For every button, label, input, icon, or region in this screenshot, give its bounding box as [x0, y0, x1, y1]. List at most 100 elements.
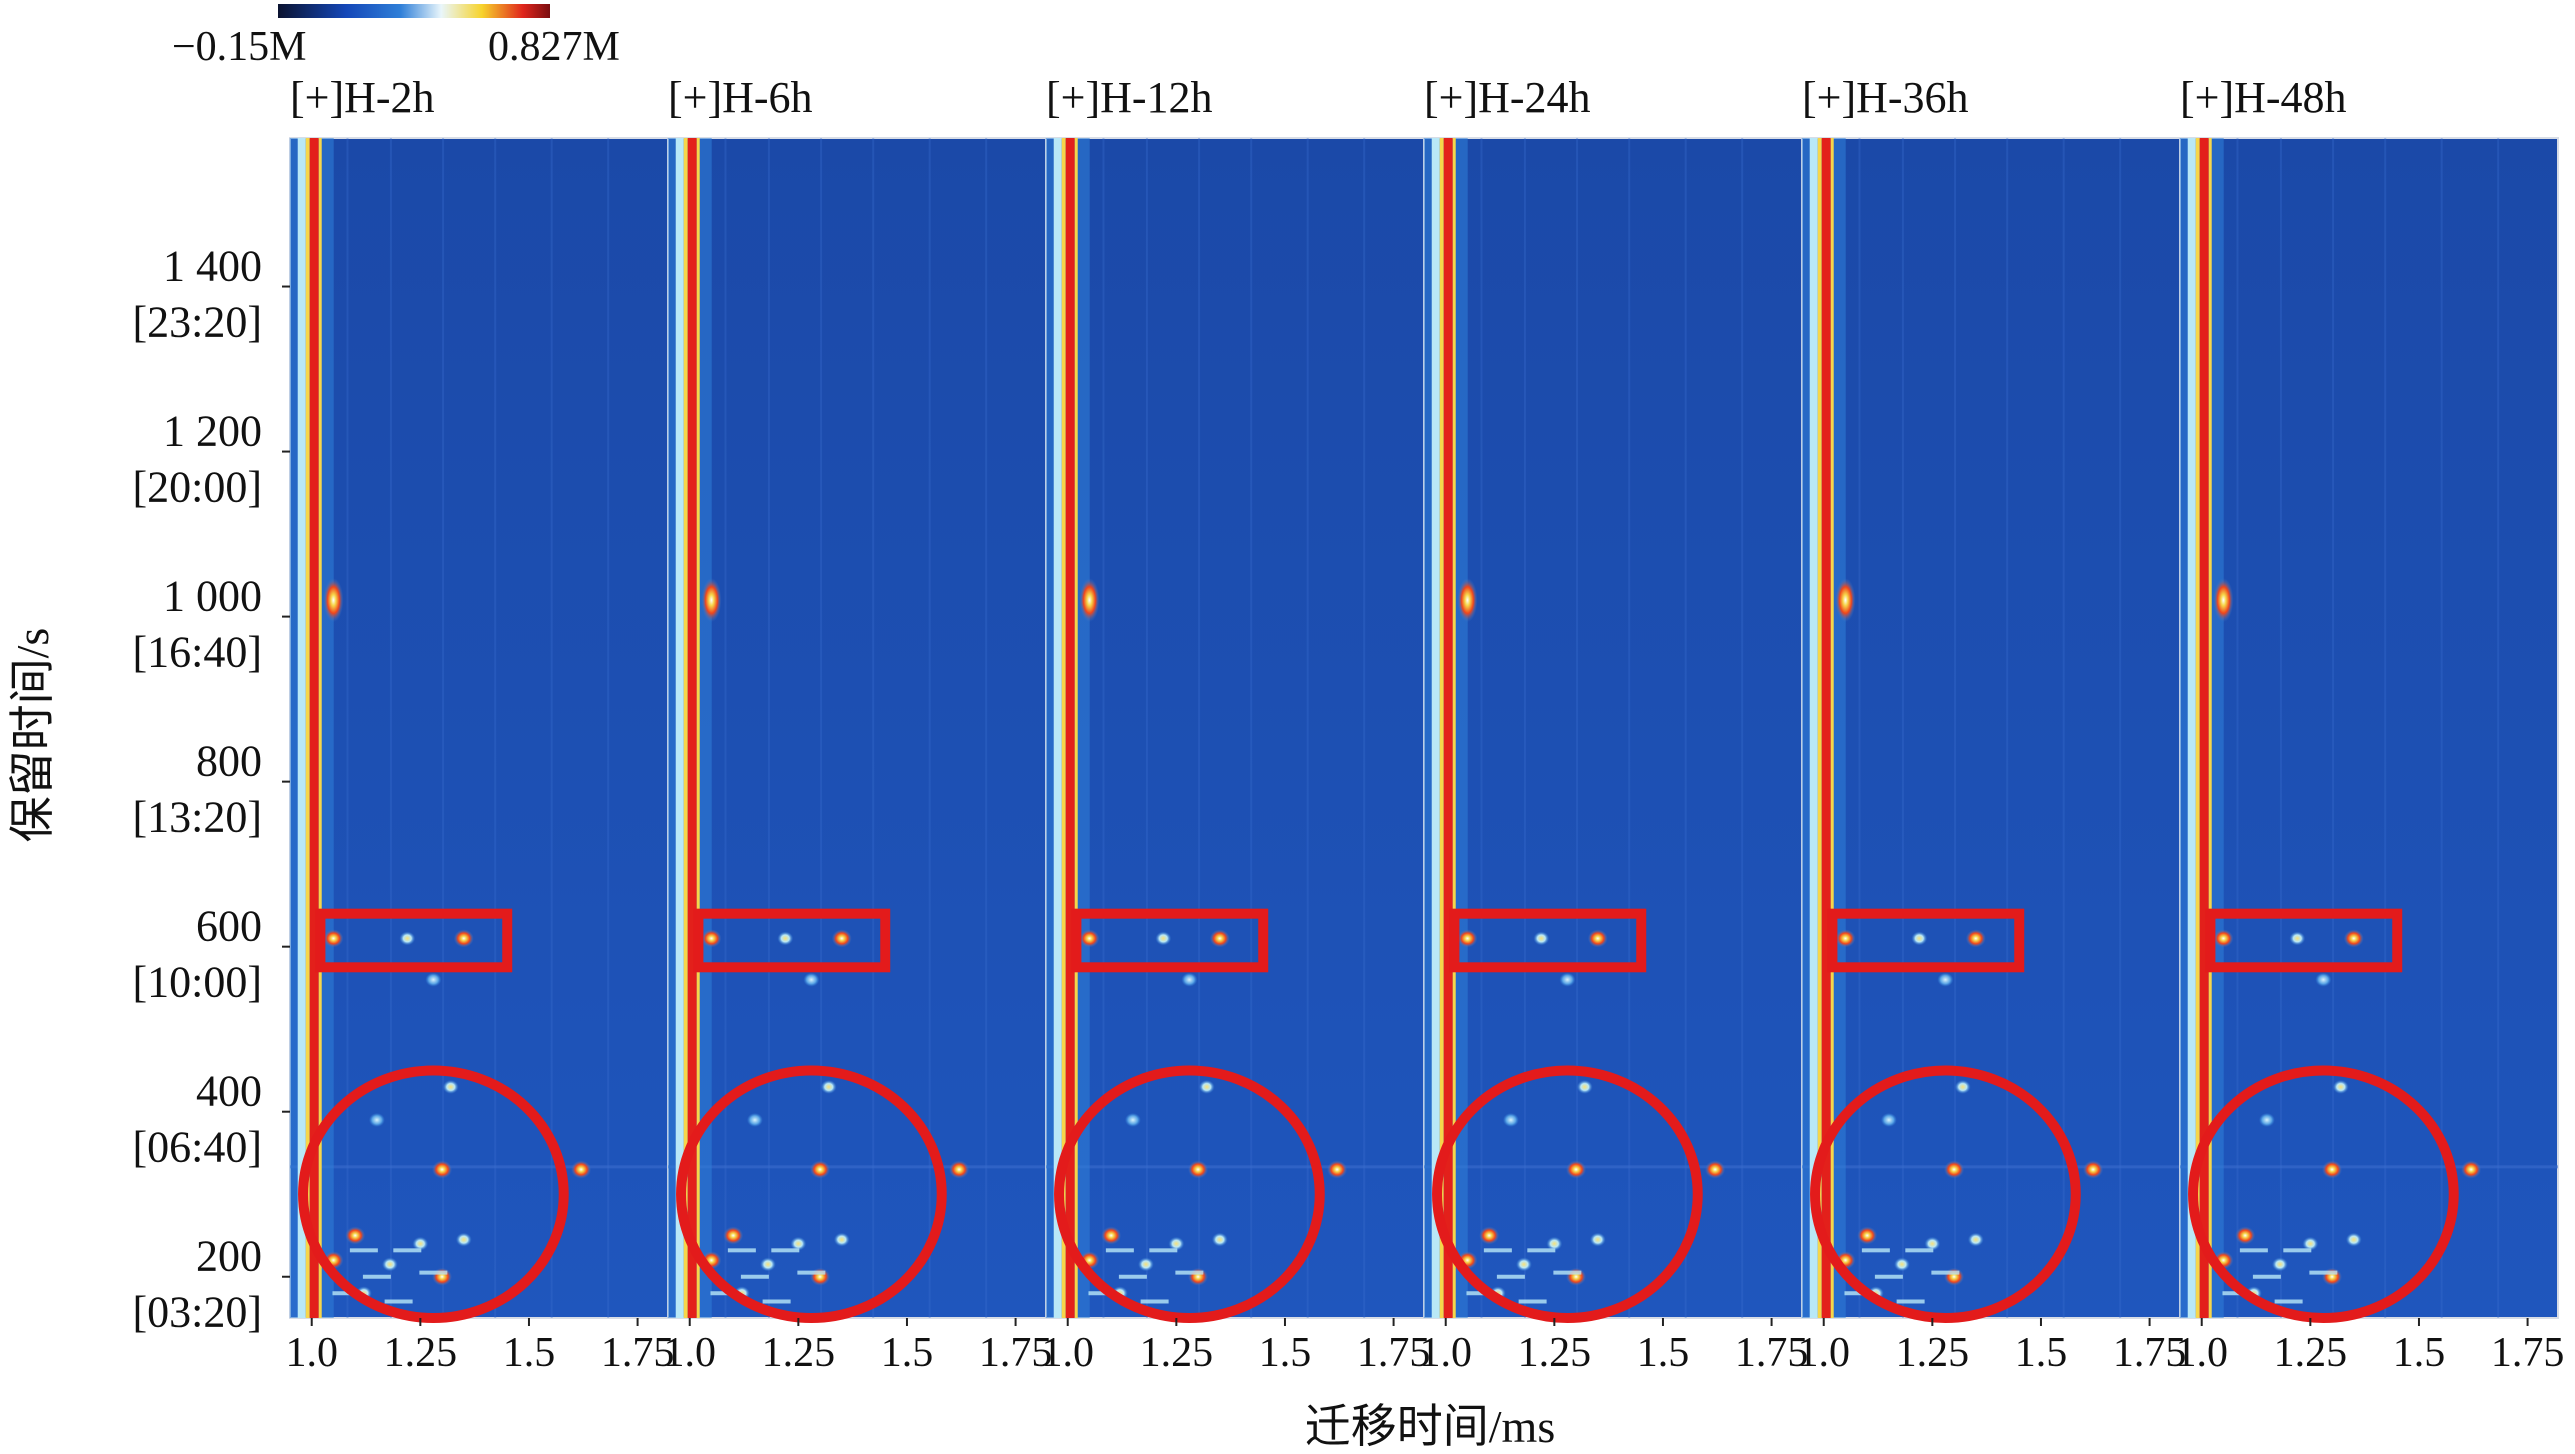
- peak-spot: [1188, 1160, 1209, 1179]
- peak-streak: [1844, 1291, 1873, 1296]
- y-tick-sublabel: [10:00]: [132, 958, 262, 1007]
- peak-spot: [1880, 1112, 1897, 1127]
- background-streak: [1628, 138, 1631, 1318]
- rip-tail: [1431, 138, 1440, 1318]
- background-streak: [820, 138, 823, 1318]
- background-streak: [1576, 138, 1579, 1318]
- rip-edge: [1452, 138, 1456, 1318]
- rip-edge: [696, 138, 700, 1318]
- highlight-rectangle: [2205, 908, 2403, 973]
- peak-spot: [1502, 1112, 1519, 1127]
- peak-spot: [1124, 1112, 1141, 1127]
- peak-spot: [323, 578, 344, 623]
- peak-spot: [1911, 931, 1928, 946]
- y-axis: 200 [03:20] 400 [06:40] 600 [10:00] 800 [13:20]…: [132, 242, 290, 1337]
- peak-spot: [571, 1160, 592, 1179]
- peak-spot: [1937, 972, 1954, 987]
- peak-spot: [2322, 1160, 2343, 1179]
- peak-spot: [1101, 1226, 1122, 1245]
- background-band: [1802, 1165, 2180, 1169]
- peak-streak: [1874, 1274, 1903, 1279]
- colorbar-gradient: [278, 4, 550, 18]
- peak-spot: [1079, 929, 1100, 948]
- y-tick-sublabel: [06:40]: [132, 1123, 262, 1172]
- background-streak: [724, 138, 727, 1318]
- peak-spot: [1954, 1079, 1971, 1094]
- panel-title: [+]H-6h: [668, 73, 813, 122]
- peak-streak: [727, 1248, 756, 1253]
- panel-4: [+]H-24h 1.0 1.25 1.5 1.75: [1419, 73, 1808, 1376]
- peak-streak: [1088, 1291, 1117, 1296]
- peak-spot: [455, 1232, 472, 1247]
- peak-spot: [323, 929, 344, 948]
- x-tick-label: 1.5: [2393, 1330, 2446, 1376]
- x-tick-label: 1.0: [285, 1330, 338, 1376]
- x-tick-label: 1.75: [2491, 1330, 2565, 1376]
- colorbar: −0.15M 0.827M: [172, 4, 620, 70]
- x-tick-label: 1.25: [384, 1330, 458, 1376]
- peak-streak: [762, 1299, 791, 1304]
- peak-spot: [1479, 1226, 1500, 1245]
- peak-spot: [2235, 1226, 2256, 1245]
- peak-spot: [2322, 1267, 2343, 1286]
- rip-tail: [297, 138, 306, 1318]
- peak-streak: [1527, 1248, 1556, 1253]
- peak-spot: [442, 1079, 459, 1094]
- peak-spot: [746, 1112, 763, 1127]
- peak-spot: [1944, 1267, 1965, 1286]
- panel-title: [+]H-36h: [1802, 73, 1969, 122]
- y-tick-sublabel: [23:20]: [132, 298, 262, 347]
- peak-streak: [1896, 1299, 1925, 1304]
- peak-spot: [1209, 929, 1230, 948]
- x-axis-title: 迁移时间/ms: [1305, 1401, 1555, 1452]
- peak-streak: [1483, 1248, 1512, 1253]
- peak-streak: [1553, 1270, 1582, 1275]
- peak-spot: [2343, 929, 2364, 948]
- panel-background: [2179, 137, 2559, 1319]
- y-tick-label: 400: [196, 1067, 262, 1116]
- peak-streak: [2252, 1274, 2281, 1279]
- background-streak: [2279, 138, 2282, 1318]
- panel-background: [289, 137, 669, 1319]
- background-streak: [2332, 138, 2335, 1318]
- rip-edge: [305, 138, 310, 1318]
- background-streak: [1741, 138, 1744, 1318]
- peak-spot: [1198, 1079, 1215, 1094]
- peak-streak: [1149, 1248, 1178, 1253]
- peak-spot: [2461, 1160, 2482, 1179]
- peak-streak: [1175, 1270, 1204, 1275]
- panel-1: [+]H-2h 1.0 1.25 1.5 1.75: [285, 73, 674, 1376]
- peak-spot: [2302, 1236, 2319, 1251]
- y-tick-label: 1 400: [163, 242, 262, 291]
- background-streak: [872, 138, 875, 1318]
- peak-spot: [1576, 1079, 1593, 1094]
- peak-spot: [810, 1160, 831, 1179]
- y-tick-sublabel: [20:00]: [132, 463, 262, 512]
- peak-spot: [723, 1226, 744, 1245]
- rip-edge: [1439, 138, 1444, 1318]
- x-tick-label: 1.75: [1735, 1330, 1809, 1376]
- panel-3: [+]H-12h 1.0 1.25 1.5 1.75: [1041, 73, 1430, 1376]
- background-streak: [389, 138, 392, 1318]
- highlight-rectangle: [1071, 908, 1269, 973]
- y-axis-title: 保留时间/s: [7, 628, 58, 843]
- x-tick-label: 1.0: [1419, 1330, 1472, 1376]
- rip-tail: [675, 138, 684, 1318]
- peak-spot: [1566, 1267, 1587, 1286]
- background-streak: [1306, 138, 1309, 1318]
- highlight-ellipse: [676, 1065, 947, 1323]
- background-streak: [2062, 138, 2065, 1318]
- peak-spot: [1835, 578, 1856, 623]
- highlight-ellipse: [1810, 1065, 2081, 1323]
- peak-spot: [1566, 1160, 1587, 1179]
- background-streak: [1198, 138, 1201, 1318]
- peak-spot: [1155, 931, 1172, 946]
- panel-title: [+]H-24h: [1424, 73, 1591, 122]
- rip-line: [309, 138, 319, 1318]
- peak-spot: [1137, 1257, 1154, 1272]
- peak-spot: [1965, 929, 1986, 948]
- peak-spot: [1211, 1232, 1228, 1247]
- panels: [+]H-2h 1.0 1.25 1.5 1.75 [+]H-6h 1.0 1.25 1.5 1.…: [285, 73, 2564, 1376]
- y-tick-label: 1 200: [163, 407, 262, 456]
- x-tick-label: 1.25: [1140, 1330, 1214, 1376]
